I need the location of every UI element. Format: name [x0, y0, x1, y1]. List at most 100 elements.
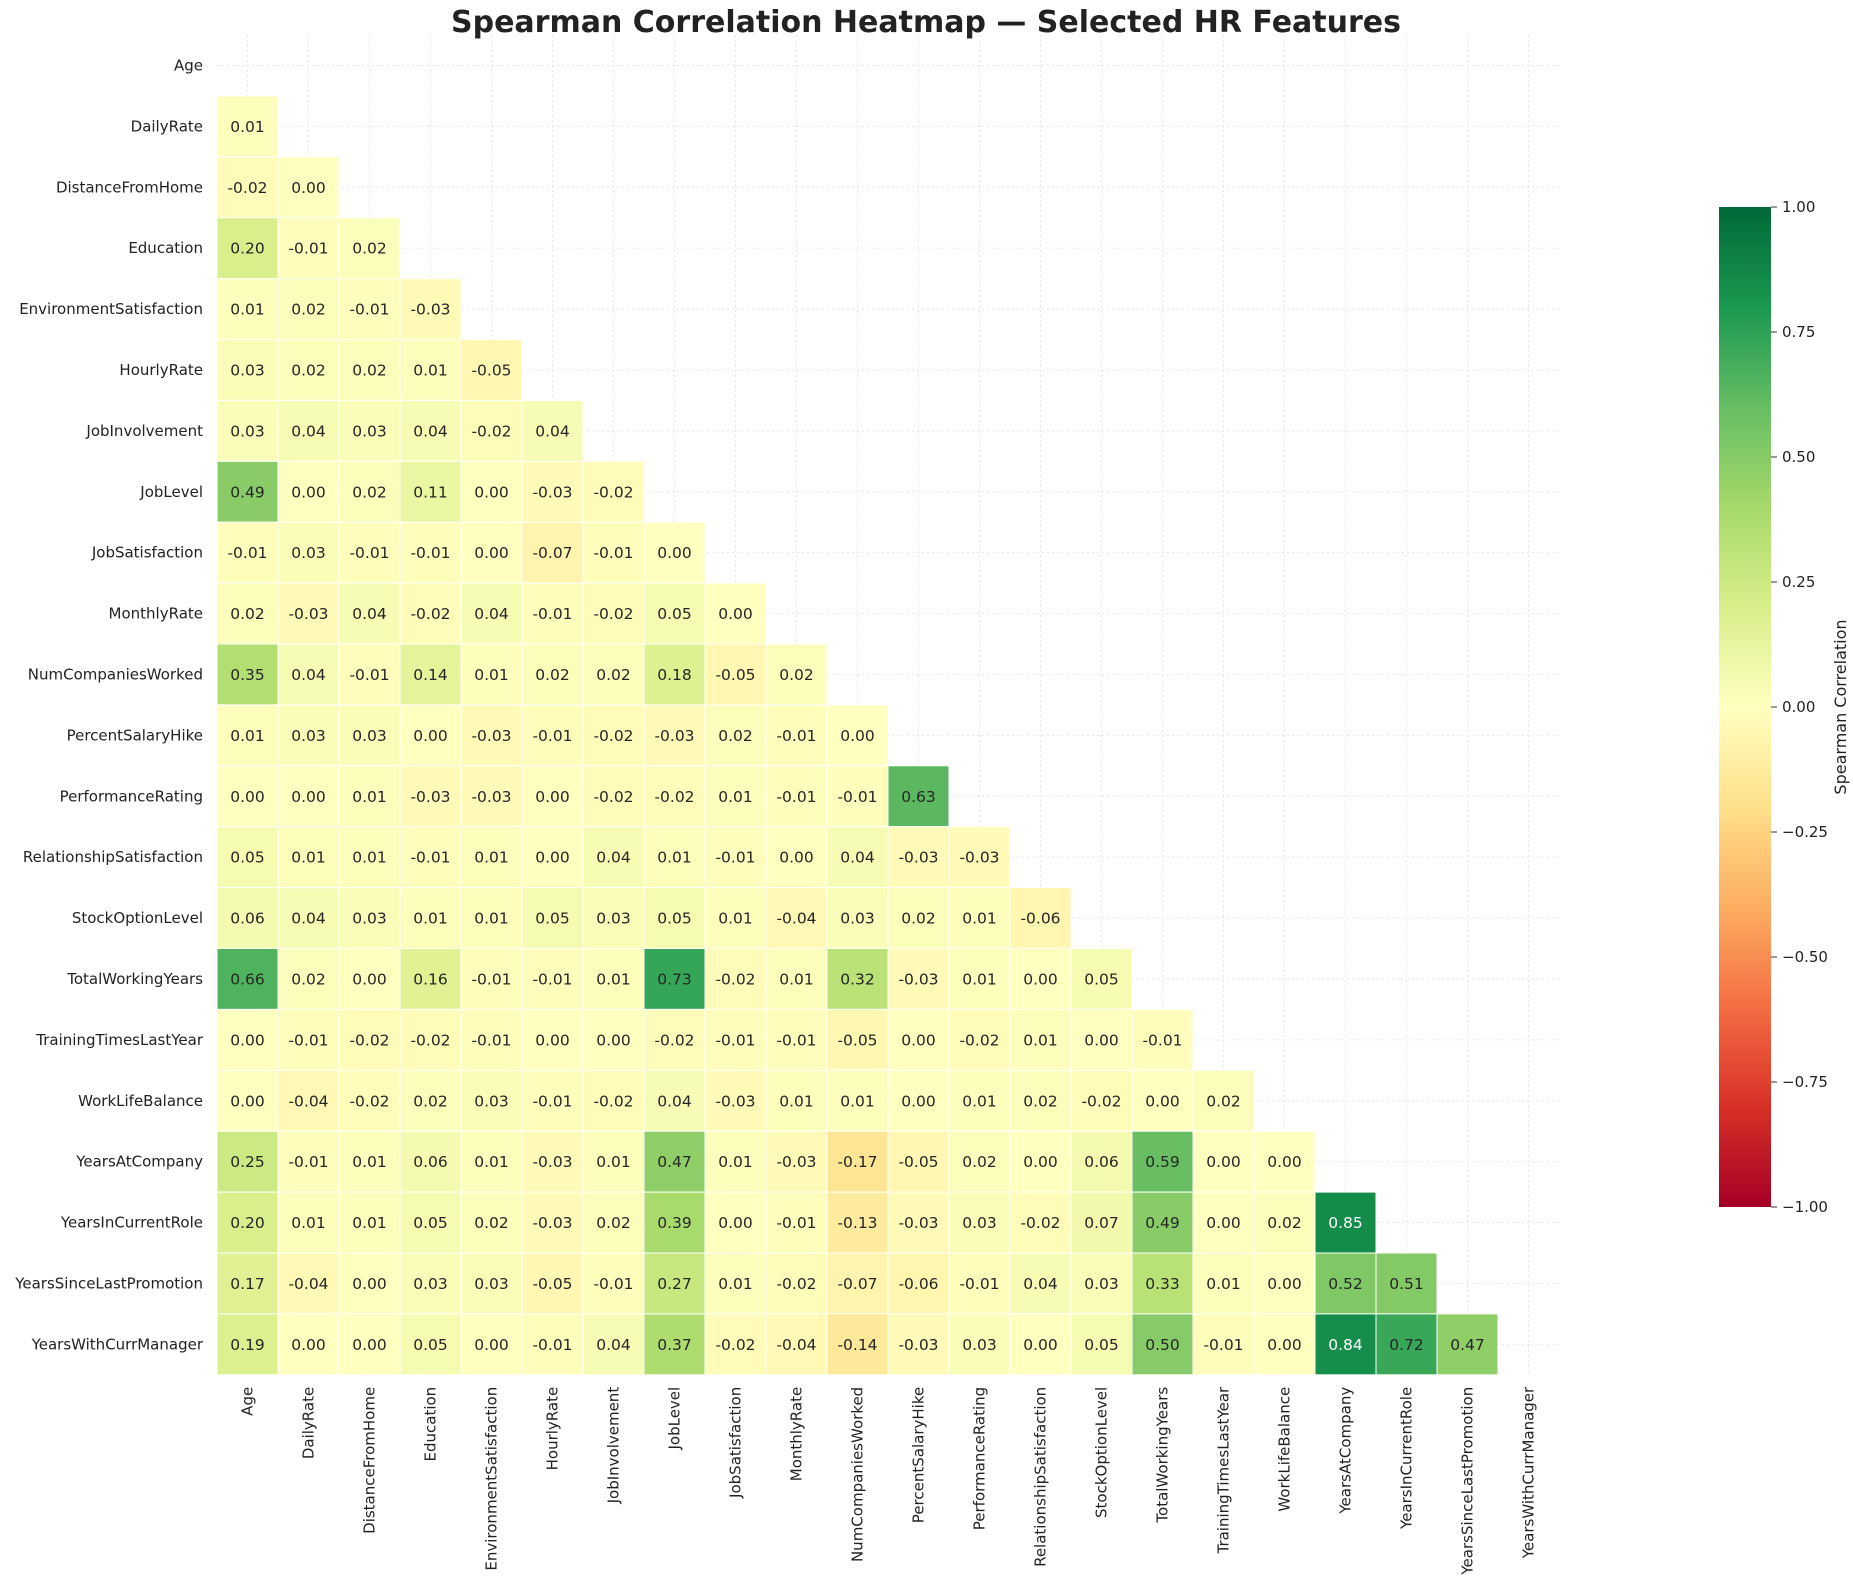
cell-value-label: 0.00 — [352, 1336, 387, 1354]
cell-value-label: -0.05 — [715, 666, 755, 684]
heatmap-cell — [338, 460, 401, 523]
heatmap-cell — [1253, 1191, 1316, 1254]
cell-value-label: 0.02 — [962, 1153, 997, 1171]
cell-value-label: -0.01 — [227, 544, 267, 562]
heatmap-cell — [460, 582, 523, 645]
cell-value-label: 0.49 — [1145, 1214, 1180, 1232]
heatmap-cell — [399, 1008, 462, 1071]
cell-value-label: -0.02 — [715, 1336, 755, 1354]
colorbar-tick-label: 1.00 — [1782, 198, 1815, 216]
x-tick-label: NumCompaniesWorked — [849, 1387, 867, 1562]
cell-value-label: 0.01 — [840, 1092, 875, 1110]
cell-value-label: -0.02 — [593, 605, 633, 623]
heatmap-cell — [887, 948, 950, 1010]
cell-value-label: 0.02 — [474, 1214, 509, 1232]
cell-value-label: 0.35 — [230, 666, 265, 684]
cell-value-label: -0.03 — [898, 1214, 938, 1232]
heatmap-cell — [1131, 1130, 1194, 1193]
heatmap-cell — [582, 1069, 645, 1132]
heatmap-cell — [399, 278, 462, 341]
cell-value-label: 0.14 — [413, 666, 448, 684]
heatmap-cell — [1070, 948, 1133, 1010]
cell-value-label: 0.03 — [413, 1275, 448, 1293]
cell-value-label: 0.51 — [1389, 1275, 1424, 1293]
cell-value-label: -0.01 — [837, 788, 877, 806]
cell-value-label: 0.02 — [291, 361, 326, 379]
heatmap-cell — [765, 1191, 828, 1254]
x-tick-label: JobLevel — [666, 1387, 684, 1451]
colorbar-label: Spearman Correlation — [1831, 619, 1850, 794]
cell-value-label: 0.00 — [230, 788, 265, 806]
cell-value-label: -0.02 — [1081, 1092, 1121, 1110]
heatmap-cell — [521, 1313, 584, 1376]
heatmap-cell — [643, 826, 706, 889]
heatmap-cell — [1070, 1008, 1133, 1071]
heatmap-cell — [277, 1313, 340, 1376]
heatmap-cell — [216, 1008, 279, 1071]
cell-value-label: 0.00 — [474, 544, 509, 562]
cell-value-label: 0.18 — [657, 666, 692, 684]
y-tick-label: TrainingTimesLastYear — [35, 1031, 204, 1049]
heatmap-cell — [399, 826, 462, 889]
cell-value-label: -0.14 — [837, 1336, 877, 1354]
cell-value-label: 0.00 — [352, 1275, 387, 1293]
cell-value-label: 0.04 — [535, 422, 570, 440]
heatmap-cell — [1192, 1130, 1255, 1193]
heatmap-cell — [521, 1191, 584, 1254]
cell-value-label: -0.01 — [1142, 1031, 1182, 1049]
cell-value-label: 0.01 — [352, 1153, 387, 1171]
colorbar-tick-label: 0.50 — [1782, 448, 1815, 466]
heatmap-cell — [460, 339, 523, 401]
colorbar-tick-label: −0.25 — [1782, 823, 1828, 841]
heatmap-cell — [399, 704, 462, 767]
heatmap-cell — [1009, 887, 1072, 949]
cell-value-label: -0.04 — [776, 1336, 816, 1354]
cell-value-label: -0.02 — [349, 1092, 389, 1110]
cell-value-label: 0.03 — [352, 727, 387, 745]
heatmap-cell — [338, 765, 401, 828]
y-tick-label: Age — [174, 56, 203, 74]
x-tick-label: JobSatisfaction — [727, 1387, 745, 1499]
colorbar-tick-label: −0.50 — [1782, 948, 1828, 966]
heatmap-cell — [338, 948, 401, 1010]
heatmap-cell — [826, 1313, 889, 1376]
cell-value-label: 0.01 — [596, 1153, 631, 1171]
heatmap-cell — [1131, 1008, 1194, 1071]
cell-value-label: -0.03 — [532, 483, 572, 501]
cell-value-label: 0.01 — [718, 788, 753, 806]
heatmap-cell — [521, 1008, 584, 1071]
cell-value-label: 0.04 — [291, 422, 326, 440]
cell-value-label: 0.00 — [352, 970, 387, 988]
cell-value-label: -0.03 — [654, 727, 694, 745]
cell-value-label: 0.84 — [1328, 1336, 1363, 1354]
heatmap-cell — [216, 521, 279, 584]
cell-value-label: 0.01 — [291, 1214, 326, 1232]
heatmap-cell — [1009, 1130, 1072, 1193]
heatmap-cell — [704, 887, 767, 949]
colorbar-tick-label: 0.25 — [1782, 573, 1815, 591]
heatmap-cell — [521, 1130, 584, 1193]
cell-value-label: 0.37 — [657, 1336, 692, 1354]
cell-value-label: 0.04 — [474, 605, 509, 623]
heatmap-cell — [338, 643, 401, 706]
cell-value-label: -0.02 — [593, 1092, 633, 1110]
heatmap-cell — [643, 1008, 706, 1071]
heatmap-cell — [826, 948, 889, 1010]
cell-value-label: 0.01 — [1206, 1275, 1241, 1293]
cell-value-label: 0.03 — [230, 361, 265, 379]
heatmap-cell — [643, 948, 706, 1010]
heatmap-cell — [460, 1313, 523, 1376]
cell-value-label: 0.66 — [230, 970, 265, 988]
cell-value-label: 0.01 — [230, 118, 265, 136]
heatmap-cell — [338, 1130, 401, 1193]
heatmap-cell — [216, 826, 279, 889]
heatmap-cell — [277, 156, 340, 219]
cell-value-label: -0.01 — [410, 849, 450, 867]
cell-value-label: 0.20 — [230, 1214, 265, 1232]
y-tick-label: RelationshipSatisfaction — [23, 848, 203, 866]
cell-value-label: 0.00 — [1267, 1153, 1302, 1171]
x-tick-label: Education — [422, 1387, 440, 1462]
cell-value-label: -0.01 — [471, 1031, 511, 1049]
heatmap-cell — [704, 704, 767, 767]
